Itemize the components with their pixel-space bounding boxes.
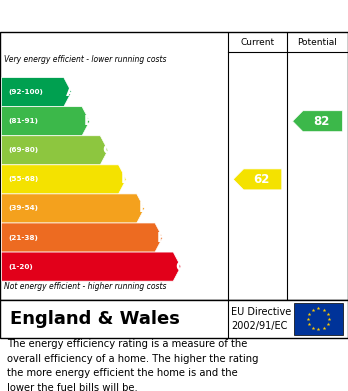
Text: Very energy efficient - lower running costs: Very energy efficient - lower running co… [4, 55, 167, 64]
Polygon shape [1, 107, 90, 136]
Polygon shape [1, 252, 181, 281]
Text: The energy efficiency rating is a measure of the
overall efficiency of a home. T: The energy efficiency rating is a measur… [7, 339, 259, 391]
Text: EU Directive
2002/91/EC: EU Directive 2002/91/EC [231, 307, 292, 331]
Text: Energy Efficiency Rating: Energy Efficiency Rating [9, 9, 230, 23]
Text: E: E [139, 201, 148, 215]
Text: (81-91): (81-91) [9, 118, 39, 124]
Text: D: D [120, 172, 132, 187]
Text: F: F [157, 231, 166, 244]
Text: B: B [84, 114, 94, 128]
Text: (92-100): (92-100) [9, 89, 44, 95]
Text: A: A [65, 85, 76, 99]
Polygon shape [1, 194, 144, 223]
Text: (55-68): (55-68) [9, 176, 39, 182]
Text: (21-38): (21-38) [9, 235, 39, 240]
Polygon shape [1, 77, 71, 107]
Text: (1-20): (1-20) [9, 264, 33, 270]
Text: Not energy efficient - higher running costs: Not energy efficient - higher running co… [4, 282, 167, 291]
Text: Potential: Potential [298, 38, 338, 47]
Polygon shape [1, 136, 108, 165]
Text: (39-54): (39-54) [9, 205, 39, 212]
Bar [294, 303, 343, 335]
Text: Current: Current [240, 38, 275, 47]
Polygon shape [1, 223, 163, 252]
Polygon shape [1, 165, 126, 194]
Text: England & Wales: England & Wales [10, 310, 180, 328]
Polygon shape [233, 169, 282, 190]
Text: 62: 62 [253, 173, 270, 186]
Text: C: C [102, 143, 112, 157]
Text: 82: 82 [313, 115, 330, 128]
Text: G: G [175, 260, 186, 274]
Polygon shape [293, 111, 342, 132]
Text: (69-80): (69-80) [9, 147, 39, 153]
